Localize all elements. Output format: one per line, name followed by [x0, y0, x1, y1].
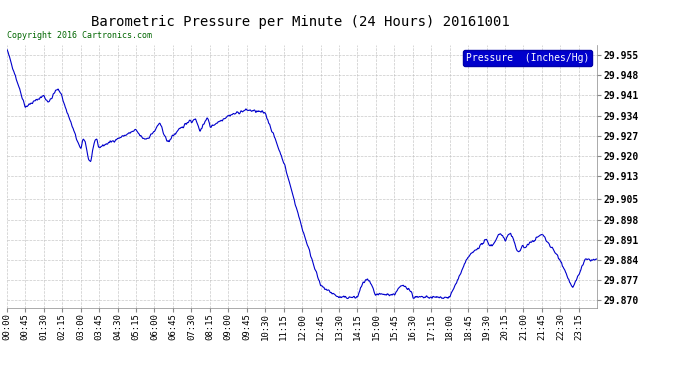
Text: Barometric Pressure per Minute (24 Hours) 20161001: Barometric Pressure per Minute (24 Hours… — [91, 15, 509, 29]
Text: Copyright 2016 Cartronics.com: Copyright 2016 Cartronics.com — [7, 31, 152, 40]
Legend: Pressure  (Inches/Hg): Pressure (Inches/Hg) — [463, 50, 592, 66]
